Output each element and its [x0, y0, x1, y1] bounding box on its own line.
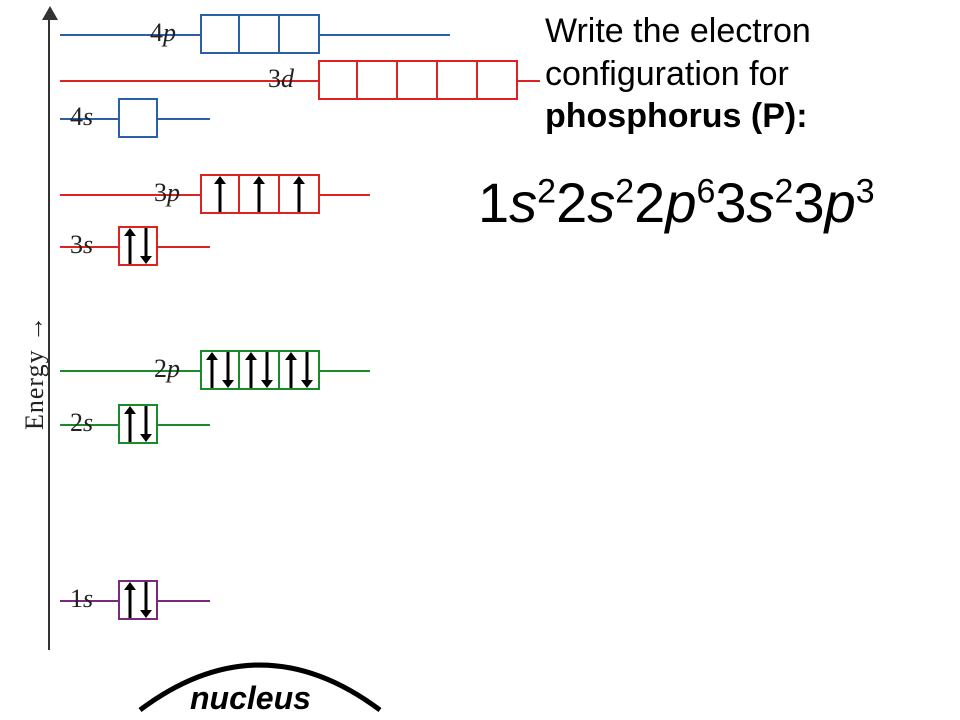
spin-up-arrow-icon — [213, 176, 227, 212]
electron-configuration: 1s22s22p63s23p3 — [478, 170, 875, 235]
spin-down-arrow-icon — [300, 352, 314, 388]
spin-up-arrow-icon — [123, 406, 137, 442]
orbital-label-1s: 1s — [70, 584, 93, 614]
orbital-label-3p: 3p — [154, 178, 180, 208]
orbital-boxes-3p — [200, 174, 320, 214]
orbital-box — [118, 226, 158, 266]
orbital-box — [240, 14, 280, 54]
prompt-line2: configuration for — [545, 55, 789, 93]
orbital-box — [280, 174, 320, 214]
spin-up-arrow-icon — [205, 352, 219, 388]
orbital-boxes-4s — [118, 98, 158, 138]
spin-down-arrow-icon — [139, 406, 153, 442]
orbital-label-2p: 2p — [154, 354, 180, 384]
spin-down-arrow-icon — [139, 582, 153, 618]
spin-down-arrow-icon — [221, 352, 235, 388]
orbital-box — [398, 60, 438, 100]
spin-up-arrow-icon — [252, 176, 266, 212]
spin-up-arrow-icon — [292, 176, 306, 212]
spin-up-arrow-icon — [284, 352, 298, 388]
orbital-box — [118, 98, 158, 138]
orbital-boxes-2s — [118, 404, 158, 444]
spin-up-arrow-icon — [123, 582, 137, 618]
orbital-box — [478, 60, 518, 100]
energy-axis-arrow-icon — [42, 6, 58, 20]
spin-down-arrow-icon — [139, 228, 153, 264]
energy-axis-label: Energy → — [20, 315, 50, 430]
orbital-box — [280, 350, 320, 390]
orbital-boxes-1s — [118, 580, 158, 620]
orbital-boxes-3d — [318, 60, 518, 100]
orbital-box — [318, 60, 358, 100]
orbital-box — [200, 14, 240, 54]
orbital-box — [240, 350, 280, 390]
orbital-box — [118, 580, 158, 620]
orbital-boxes-3s — [118, 226, 158, 266]
prompt-text: Write the electron configuration for pho… — [545, 10, 811, 138]
orbital-box — [200, 174, 240, 214]
orbital-label-2s: 2s — [70, 408, 93, 438]
orbital-box — [358, 60, 398, 100]
orbital-label-3s: 3s — [70, 230, 93, 260]
prompt-line3: phosphorus (P): — [545, 97, 808, 135]
orbital-box — [118, 404, 158, 444]
spin-up-arrow-icon — [123, 228, 137, 264]
spin-up-arrow-icon — [244, 352, 258, 388]
orbital-box — [200, 350, 240, 390]
nucleus-label: nucleus — [190, 680, 311, 717]
spin-down-arrow-icon — [260, 352, 274, 388]
orbital-box — [438, 60, 478, 100]
diagram-stage: { "axis": { "label": "Energy", "top_y": … — [0, 0, 960, 720]
orbital-boxes-4p — [200, 14, 320, 54]
orbital-box — [280, 14, 320, 54]
orbital-boxes-2p — [200, 350, 320, 390]
orbital-label-4p: 4p — [150, 18, 176, 48]
orbital-label-4s: 4s — [70, 102, 93, 132]
orbital-box — [240, 174, 280, 214]
orbital-label-3d: 3d — [268, 64, 294, 94]
prompt-line1: Write the electron — [545, 12, 811, 50]
